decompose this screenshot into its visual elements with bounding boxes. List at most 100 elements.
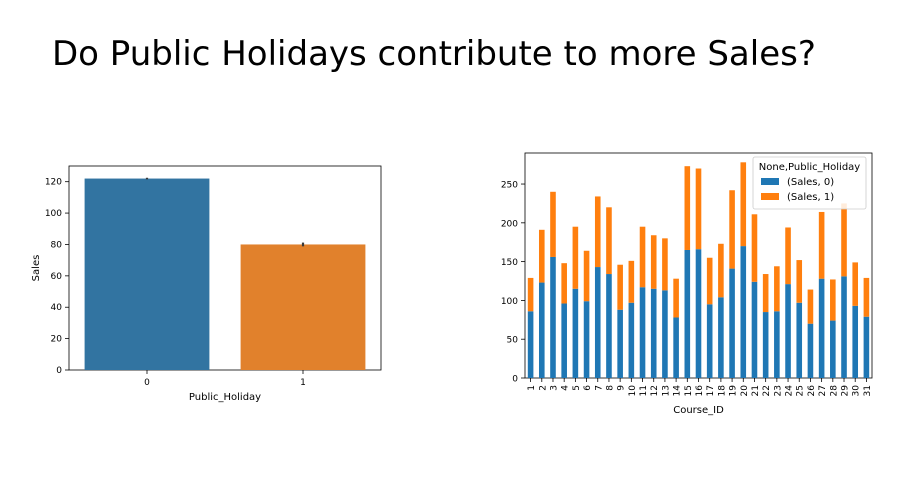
legend-title: None,Public_Holiday — [759, 162, 861, 173]
x-tick-label: 29 — [841, 385, 851, 397]
x-tick-label: 28 — [829, 385, 839, 397]
y-tick-label: 250 — [501, 181, 518, 191]
x-tick-label: 3 — [549, 385, 559, 391]
bar-segment-sales-1 — [729, 190, 735, 269]
bar-segment-sales-1 — [550, 191, 556, 257]
x-tick-label: 16 — [695, 385, 705, 397]
x-tick-label: 1 — [527, 385, 537, 391]
x-tick-label: 23 — [773, 385, 783, 396]
x-tick-label: 6 — [583, 385, 593, 391]
bar-segment-sales-0 — [830, 320, 836, 378]
bar-segment-sales-1 — [718, 243, 724, 298]
x-tick-label: 10 — [628, 385, 638, 397]
bar-segment-sales-1 — [583, 250, 590, 302]
bar-segment-sales-1 — [740, 162, 747, 247]
bar-segment-sales-1 — [572, 226, 579, 289]
y-tick-label: 60 — [51, 272, 63, 282]
legend-swatch — [761, 178, 779, 185]
bar-segment-sales-1 — [807, 289, 814, 324]
bar-segment-sales-1 — [706, 257, 713, 305]
legend-label: (Sales, 1) — [787, 192, 834, 203]
bar-segment-sales-0 — [684, 249, 691, 378]
y-tick-label: 100 — [45, 209, 62, 219]
bar-segment-sales-0 — [572, 288, 579, 378]
x-tick-label: 12 — [650, 385, 660, 396]
x-tick-label: 31 — [863, 385, 873, 396]
bar-segment-sales-1 — [561, 263, 567, 304]
x-tick-label: 17 — [706, 385, 716, 396]
bar-segment-sales-0 — [852, 305, 859, 378]
bar-segment-sales-0 — [762, 312, 769, 378]
y-tick-label: 150 — [501, 258, 518, 268]
bar-segment-sales-1 — [841, 203, 847, 277]
bar-segment-sales-1 — [594, 196, 601, 268]
bar-segment-sales-1 — [852, 262, 859, 306]
bar-segment-sales-0 — [796, 302, 803, 378]
bar-segment-sales-1 — [673, 278, 679, 318]
bar-segment-sales-0 — [695, 249, 702, 378]
x-axis-label: Public_Holiday — [189, 392, 261, 403]
bar-segment-sales-1 — [606, 207, 612, 275]
x-tick-label: 7 — [594, 385, 604, 391]
bar-segment-sales-0 — [818, 278, 825, 378]
bar-segment-sales-0 — [639, 287, 646, 378]
x-tick-label: 15 — [684, 385, 694, 396]
bar-segment-sales-1 — [639, 226, 646, 288]
bar-segment-sales-1 — [662, 238, 668, 291]
bar-segment-sales-0 — [662, 290, 668, 378]
x-tick-label: 24 — [785, 385, 795, 397]
bar-segment-sales-0 — [841, 276, 847, 378]
x-tick-label: 1 — [300, 378, 306, 388]
y-tick-label: 40 — [51, 303, 63, 313]
y-tick-label: 100 — [501, 297, 518, 307]
x-tick-label: 20 — [740, 385, 750, 397]
x-tick-label: 19 — [729, 385, 739, 397]
bar-segment-sales-0 — [617, 309, 623, 378]
bar-segment-sales-0 — [628, 302, 635, 378]
bar-segment-sales-0 — [785, 284, 791, 378]
bar-segment-sales-0 — [706, 304, 713, 378]
x-tick-label: 8 — [605, 385, 615, 391]
x-tick-label: 25 — [796, 385, 806, 396]
x-tick-label: 13 — [661, 385, 671, 396]
bar-segment-sales-1 — [650, 235, 657, 289]
bar-segment-sales-1 — [527, 277, 534, 312]
bar-segment-sales-0 — [550, 256, 556, 378]
bar-segment-sales-0 — [583, 301, 590, 378]
x-tick-label: 2 — [538, 385, 548, 391]
bar-segment-sales-0 — [718, 297, 724, 378]
x-tick-label: 4 — [561, 385, 571, 391]
bar-segment-sales-0 — [863, 316, 870, 378]
plot-frame — [68, 165, 382, 371]
bar-segment-sales-1 — [617, 264, 623, 310]
bar-segment-sales-1 — [628, 260, 635, 303]
y-tick-label: 0 — [56, 366, 62, 376]
y-tick-label: 0 — [512, 375, 518, 385]
bar-segment-sales-0 — [740, 246, 747, 378]
bar-segment-sales-1 — [695, 168, 702, 250]
bar-segment-sales-0 — [673, 317, 679, 378]
y-tick-label: 200 — [501, 219, 518, 229]
bar-segment-sales-0 — [538, 282, 545, 378]
x-tick-label: 30 — [852, 385, 862, 397]
bar — [240, 244, 366, 370]
bar — [84, 178, 210, 370]
bar-segment-sales-1 — [751, 214, 758, 282]
bar-segment-sales-1 — [863, 277, 870, 317]
x-axis-label: Course_ID — [673, 405, 724, 416]
y-tick-label: 120 — [45, 178, 62, 188]
y-tick-label: 20 — [51, 335, 63, 345]
y-tick-label: 80 — [51, 240, 63, 250]
holiday-sales-bar-chart: 0 20 40 60 80 100 120 0 1 Public_Holiday Sales — [31, 165, 382, 403]
bar-segment-sales-1 — [762, 274, 769, 313]
x-tick-label: 22 — [762, 385, 772, 396]
legend-swatch — [761, 193, 779, 200]
bar-segment-sales-0 — [650, 288, 657, 378]
bar-segment-sales-1 — [830, 279, 836, 321]
x-tick-label: 18 — [717, 385, 727, 397]
y-axis-label: Sales — [31, 255, 42, 282]
x-tick-label: 14 — [673, 385, 683, 397]
y-tick-label: 50 — [507, 336, 519, 346]
x-tick-label: 5 — [572, 385, 582, 391]
